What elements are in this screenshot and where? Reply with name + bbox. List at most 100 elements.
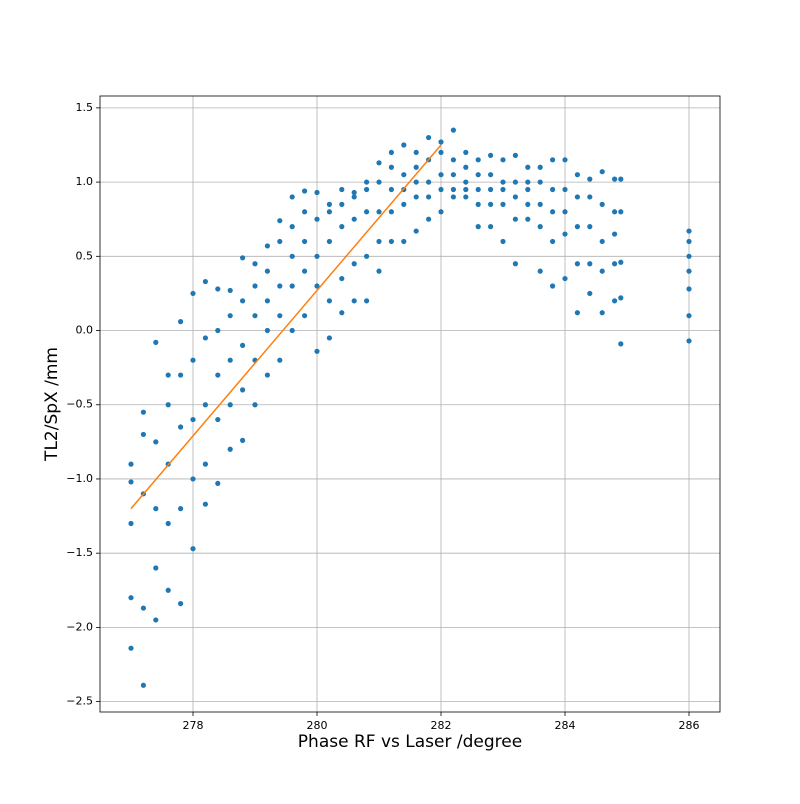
x-axis-label: Phase RF vs Laser /degree [298,732,522,752]
point [314,189,320,196]
point [438,139,444,145]
point [364,186,370,193]
point [153,617,159,623]
point [686,313,692,319]
point [550,238,556,245]
point [227,446,233,452]
point [401,142,407,148]
point [128,645,134,651]
point [388,238,394,245]
point [289,283,295,289]
point [537,179,543,185]
point [364,253,370,259]
y-tick-label: −1.5 [66,546,93,559]
point [463,149,469,156]
point [153,565,159,571]
point [339,186,345,193]
point [215,372,221,378]
point [227,357,233,363]
point [550,157,556,163]
point [227,402,233,408]
point [401,238,407,245]
point [240,387,246,393]
point [686,228,692,234]
point [153,439,159,445]
point [463,179,469,185]
point [550,209,556,215]
point [277,313,283,319]
point [190,290,196,297]
point [500,238,506,245]
point [215,416,221,423]
point [264,372,270,378]
point [612,231,618,237]
point [178,424,184,430]
x-tick-label: 278 [183,719,204,732]
point [574,310,581,316]
point [289,194,295,200]
point [686,238,692,245]
point [500,179,506,185]
point [165,587,171,593]
point [326,335,332,341]
point [574,172,581,178]
point [450,186,456,193]
y-tick-label: −2.5 [66,695,93,708]
point [364,298,370,304]
point [413,179,419,185]
y-tick-label: −2.0 [66,620,93,633]
point [326,209,332,215]
point [426,194,432,200]
point [388,149,394,156]
point [512,152,519,158]
point [326,201,332,207]
point [314,216,320,222]
point [302,268,308,274]
point [326,238,332,245]
point [537,201,543,207]
point [178,319,184,325]
point [190,546,196,552]
point [351,216,357,222]
point [618,209,624,215]
point [562,209,568,215]
point [240,255,246,261]
point [512,194,519,200]
point [488,224,494,230]
x-tick-label: 282 [431,719,452,732]
point [463,164,469,170]
point [326,298,332,304]
point [599,201,605,207]
point [202,501,208,507]
point [264,268,270,274]
point [128,520,134,527]
point [314,348,320,354]
point [525,164,531,170]
point [140,682,146,688]
point [612,176,618,182]
point [215,480,221,487]
point [463,186,469,193]
point [587,290,593,297]
point [289,253,295,259]
point [165,520,171,527]
y-tick-label: 1.0 [76,175,94,188]
point [227,287,233,294]
point [562,186,568,193]
point [500,186,506,193]
point [450,172,456,178]
point [277,283,283,289]
point [339,224,345,230]
point [413,228,419,234]
point [475,172,481,178]
point [525,179,531,185]
point [128,479,134,485]
point [178,601,184,607]
point [376,268,382,274]
point [450,157,456,163]
point [475,201,481,207]
point [618,295,624,301]
point [252,261,258,267]
point [512,261,519,267]
point [178,372,184,378]
